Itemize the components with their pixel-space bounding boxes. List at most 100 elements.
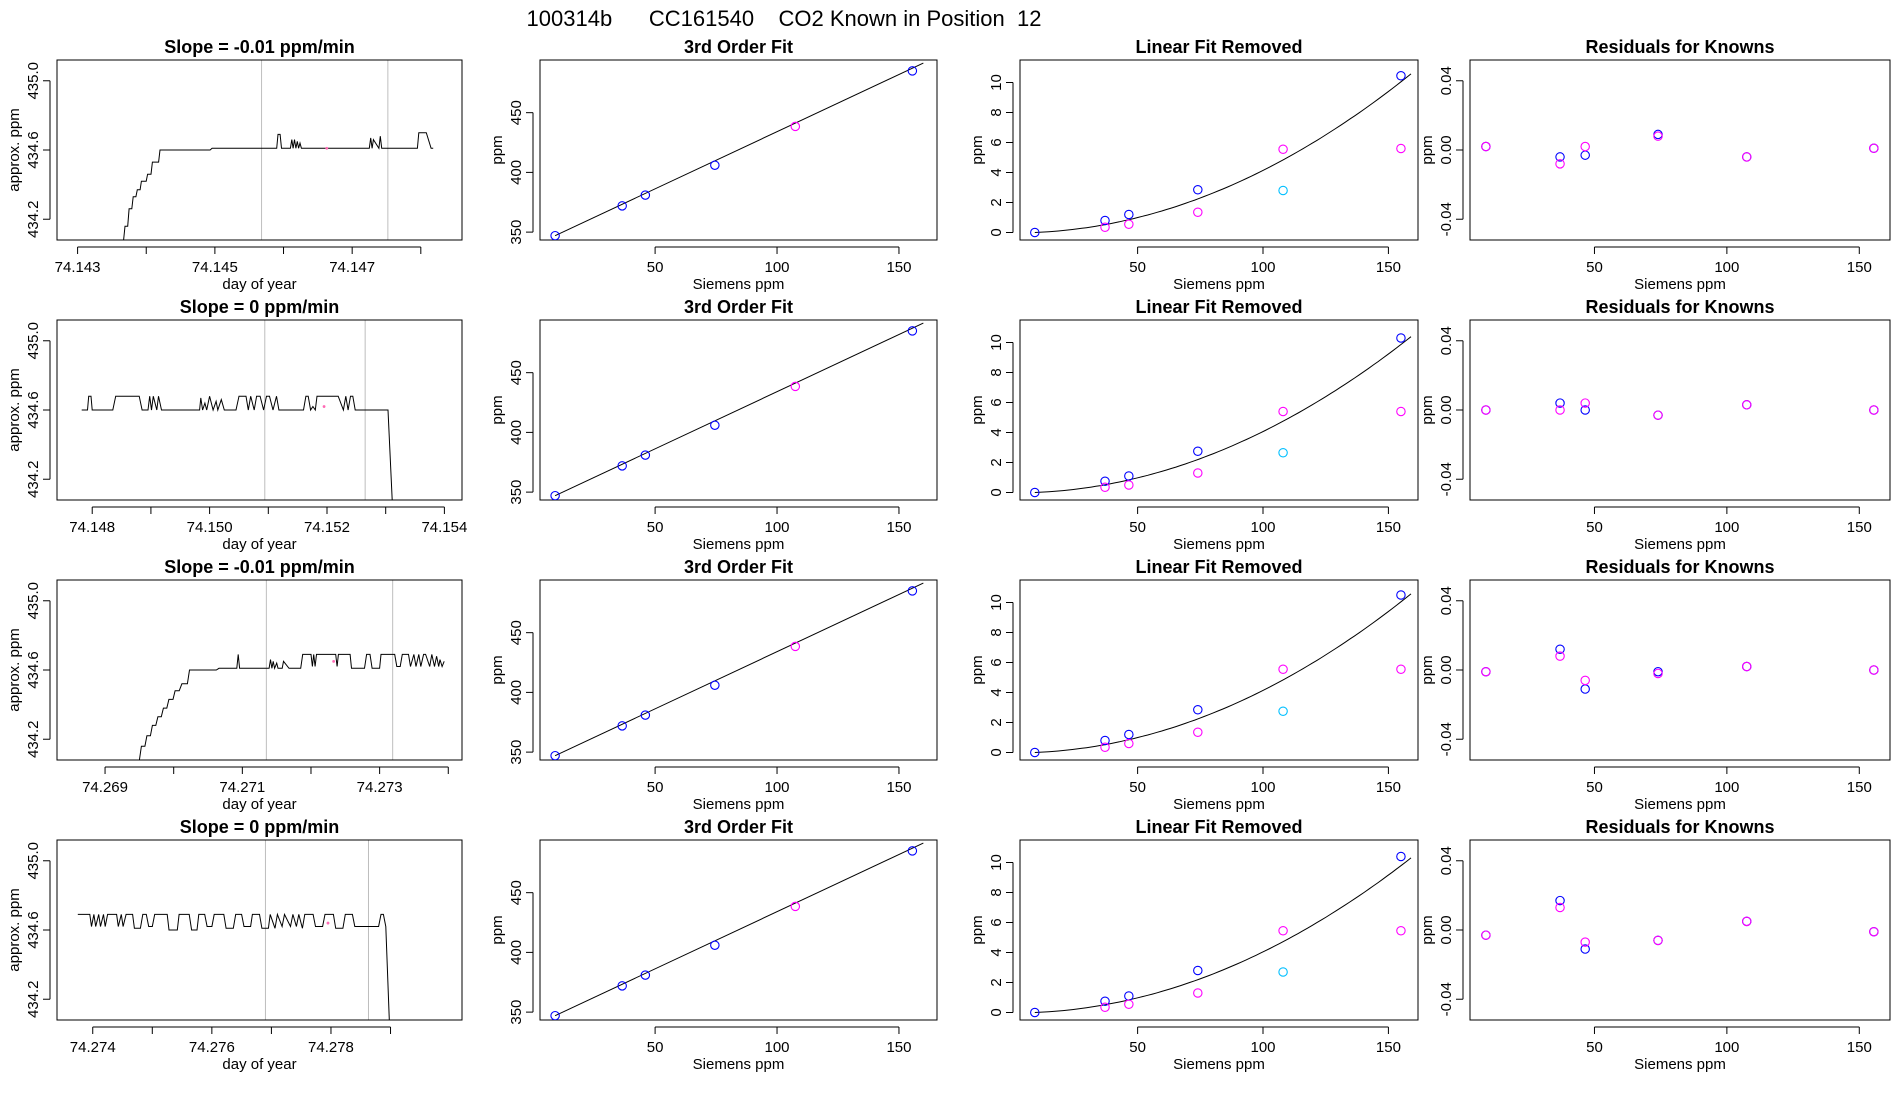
x-tick-label: 50 <box>647 779 664 796</box>
y-tick-label: 0 <box>988 748 1005 756</box>
y-tick-label: 400 <box>508 940 525 965</box>
y-tick-label: -0.04 <box>1438 202 1455 236</box>
x-tick-label: 150 <box>1376 519 1401 536</box>
data-point <box>1869 926 1879 937</box>
plot-area <box>138 653 445 760</box>
y-axis-label: approx. ppm <box>6 888 23 971</box>
data-point <box>790 381 801 392</box>
data-point <box>907 846 918 856</box>
data-point <box>1481 666 1491 677</box>
y-tick-label: 0.00 <box>1438 135 1455 164</box>
y-tick-label: 0.00 <box>1438 655 1455 684</box>
data-point <box>790 121 801 132</box>
data-point <box>1555 152 1565 162</box>
y-tick-label: 434.2 <box>25 720 42 758</box>
y-axis-label: ppm <box>1419 655 1436 684</box>
data-point <box>1278 447 1288 458</box>
data-point <box>710 940 720 950</box>
data-point <box>550 1010 560 1020</box>
y-axis-label: approx. ppm <box>6 628 23 711</box>
y-tick-label: 10 <box>988 594 1005 611</box>
y-tick-label: 6 <box>988 918 1005 926</box>
y-axis-label: approx. ppm <box>6 108 23 191</box>
y-tick-label: 435.0 <box>25 582 42 620</box>
data-point <box>640 450 651 460</box>
data-point <box>1580 398 1590 408</box>
y-tick-label: 8 <box>988 108 1005 116</box>
x-tick-label: 50 <box>1586 519 1603 536</box>
data-point <box>617 981 627 991</box>
panel-title: Slope = -0.01 ppm/min <box>164 557 355 577</box>
data-point <box>1100 1002 1110 1012</box>
y-tick-label: 8 <box>988 888 1005 896</box>
panel-title: Linear Fit Removed <box>1135 557 1302 577</box>
data-point <box>1100 742 1110 752</box>
data-point <box>907 326 918 336</box>
data-point <box>1396 851 1406 862</box>
x-tick-label: 150 <box>1847 519 1872 536</box>
data-point <box>617 461 627 471</box>
panel-title: 3rd Order Fit <box>684 557 793 577</box>
data-point <box>1193 704 1203 715</box>
plot-frame <box>1019 839 1419 1021</box>
data-point <box>1580 944 1590 954</box>
x-tick-label: 150 <box>1376 779 1401 796</box>
plot-frame <box>56 579 463 761</box>
y-tick-label: -0.04 <box>1438 982 1455 1016</box>
x-tick-label: 100 <box>1250 779 1275 796</box>
y-tick-label: 435.0 <box>25 842 42 880</box>
x-tick-label: 100 <box>1250 519 1275 536</box>
y-axis-label: ppm <box>1419 135 1436 164</box>
y-tick-label: 0.04 <box>1438 586 1455 615</box>
y-axis-label: ppm <box>969 395 986 424</box>
y-tick-label: 6 <box>988 138 1005 146</box>
x-tick-label: 50 <box>647 519 664 536</box>
data-point <box>1481 405 1491 415</box>
plot-area <box>1481 398 1879 420</box>
plot-frame <box>539 59 938 241</box>
y-tick-label: 8 <box>988 368 1005 376</box>
x-axis-label: day of year <box>222 276 296 293</box>
fit-curve <box>1034 336 1412 493</box>
x-axis-label: Siemens ppm <box>1634 276 1726 293</box>
data-point <box>1278 706 1288 716</box>
y-tick-label: 0.04 <box>1438 326 1455 355</box>
data-point <box>1030 227 1040 238</box>
data-point <box>1741 661 1752 672</box>
panel-title: Linear Fit Removed <box>1135 817 1302 837</box>
data-point <box>1396 406 1406 417</box>
data-point <box>640 710 651 720</box>
y-tick-label: 4 <box>988 948 1005 956</box>
data-point <box>1481 930 1491 940</box>
data-point <box>1124 729 1134 740</box>
data-point <box>1580 937 1590 947</box>
x-tick-label: 74.271 <box>219 779 265 796</box>
y-tick-label: 435.0 <box>25 322 42 360</box>
data-point <box>1580 150 1590 160</box>
y-tick-label: 434.2 <box>25 980 42 1018</box>
x-tick-label: 74.274 <box>70 1039 116 1056</box>
data-point <box>1193 727 1203 737</box>
data-point <box>1030 1007 1040 1018</box>
data-point <box>1278 925 1288 936</box>
panel-title: Linear Fit Removed <box>1135 297 1302 317</box>
y-axis-label: ppm <box>969 915 986 944</box>
y-tick-label: 4 <box>988 168 1005 176</box>
panel-3-4: Residuals for Knowns Siemens ppm ppm 50 100 1… <box>1419 557 1891 813</box>
data-point <box>1100 482 1110 492</box>
series-line <box>138 653 445 760</box>
panel-2-4: Residuals for Knowns Siemens ppm ppm 50 100 1… <box>1419 297 1891 553</box>
panel-4-1: Slope = 0 ppm/min day of year approx. ppm 7… <box>6 817 463 1073</box>
plot-area <box>1030 71 1412 238</box>
plot-frame <box>539 319 938 501</box>
data-point <box>1193 988 1203 998</box>
plot-frame <box>1019 579 1419 761</box>
y-tick-label: 6 <box>988 398 1005 406</box>
fit-line <box>554 322 924 497</box>
data-point <box>1653 131 1663 141</box>
data-point <box>1580 141 1590 152</box>
x-axis-label: Siemens ppm <box>693 276 785 293</box>
panel-title: Slope = 0 ppm/min <box>180 297 340 317</box>
page-title: 100314b CC161540 CO2 Known in Position 1… <box>527 6 1042 31</box>
